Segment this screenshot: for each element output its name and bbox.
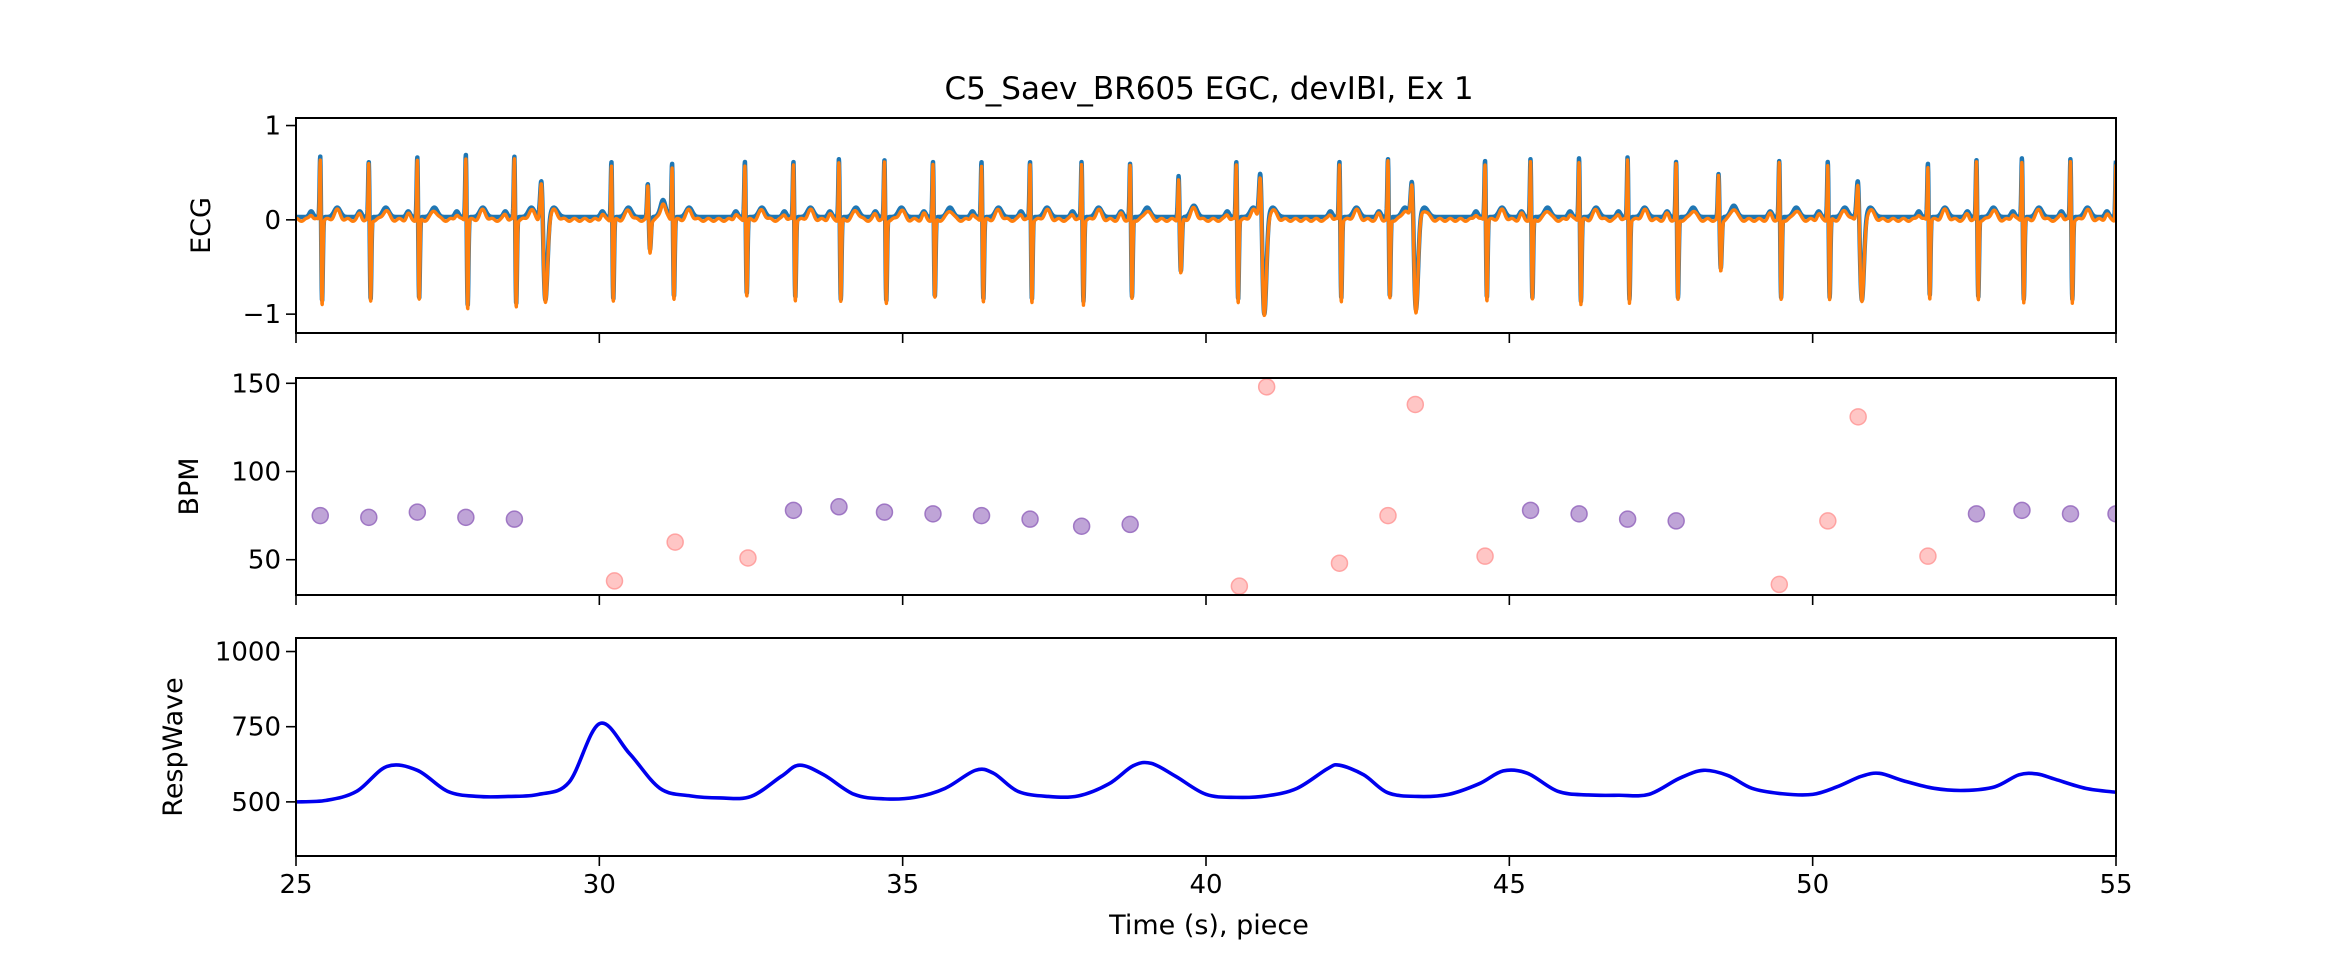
- bpm-point-10: [875, 503, 894, 521]
- respwave-plot-area: [296, 721, 2116, 804]
- bpm-ytick-label-0: 50: [248, 546, 281, 576]
- bpm-point-11: [924, 505, 942, 523]
- bpm-point-15: [1121, 515, 1139, 534]
- xtick-label-5: 50: [1796, 870, 1829, 900]
- xtick-label-4: 45: [1493, 870, 1526, 900]
- respwave-line: [296, 721, 2116, 804]
- bpm-point-29: [1919, 547, 1937, 565]
- chart-title: C5_Saev_BR605 EGC, devIBI, Ex 1: [944, 71, 1473, 107]
- bpm-point-8: [784, 501, 803, 520]
- bpm-point-17: [1257, 378, 1276, 396]
- bpm-point-1: [360, 508, 378, 527]
- bpm-point-14: [1072, 517, 1091, 535]
- ecg-ytick-label-2: 1: [264, 112, 281, 142]
- x-axis-label: Time (s), piece: [1108, 910, 1309, 941]
- bpm-point-9: [830, 498, 848, 516]
- bpm-point-2: [408, 503, 427, 521]
- ecg-axes-frame: [295, 117, 2117, 334]
- respwave-axes-frame: [295, 637, 2117, 857]
- ecg-y-axis-label: ECG: [186, 197, 217, 254]
- bpm-point-19: [1379, 506, 1397, 525]
- ecg-plot-area: [296, 152, 2116, 318]
- bpm-point-28: [1849, 408, 1867, 426]
- respwave-ytick-label-1: 750: [231, 713, 281, 743]
- xtick-label-0: 25: [279, 870, 312, 900]
- bpm-plot-area: [311, 378, 2116, 595]
- bpm-point-26: [1770, 575, 1789, 594]
- bpm-point-30: [1967, 505, 1986, 523]
- ecg-panel: −1 0 1 ECG: [186, 112, 2117, 343]
- ecg-filtered-line: [296, 157, 2116, 318]
- respwave-ytick-label-0: 500: [231, 788, 281, 818]
- respwave-panel: 500 750 1000 25 30 35 40 45 50 55 RespWave: [158, 637, 2133, 900]
- ecg-raw-line: [296, 152, 2116, 317]
- xtick-label-6: 55: [2099, 870, 2132, 900]
- ecg-ytick-label-1: 0: [264, 206, 281, 236]
- bpm-point-16: [1230, 577, 1249, 595]
- bpm-point-25: [1667, 512, 1685, 530]
- bpm-point-22: [1521, 501, 1540, 520]
- bpm-ytick-label-1: 100: [231, 458, 281, 488]
- xtick-label-1: 30: [583, 870, 616, 900]
- bpm-point-13: [1021, 510, 1039, 528]
- bpm-point-23: [1570, 505, 1588, 523]
- bpm-point-5: [605, 572, 624, 590]
- bpm-point-24: [1618, 510, 1637, 528]
- bpm-point-0: [311, 506, 330, 525]
- bpm-point-18: [1330, 554, 1349, 572]
- bpm-point-12: [972, 506, 991, 525]
- bpm-point-6: [666, 533, 684, 551]
- bpm-ytick-label-2: 150: [231, 369, 281, 399]
- bpm-point-20: [1406, 395, 1425, 414]
- bpm-point-27: [1819, 512, 1837, 530]
- xtick-label-2: 35: [886, 870, 919, 900]
- bpm-point-33: [2107, 505, 2116, 523]
- respwave-y-axis-label: RespWave: [158, 677, 189, 816]
- bpm-axes-frame: [295, 377, 2117, 596]
- bpm-panel: 50 100 150 BPM: [174, 369, 2117, 605]
- bpm-point-4: [505, 510, 524, 528]
- xtick-label-3: 40: [1189, 870, 1222, 900]
- bpm-point-3: [457, 508, 475, 527]
- respwave-ytick-label-2: 1000: [215, 638, 281, 668]
- bpm-point-32: [2061, 505, 2080, 523]
- bpm-point-31: [2013, 501, 2031, 520]
- bpm-point-7: [739, 549, 757, 567]
- ecg-ytick-label-0: −1: [243, 300, 281, 330]
- bpm-y-axis-label: BPM: [174, 457, 205, 515]
- bpm-point-21: [1476, 547, 1494, 565]
